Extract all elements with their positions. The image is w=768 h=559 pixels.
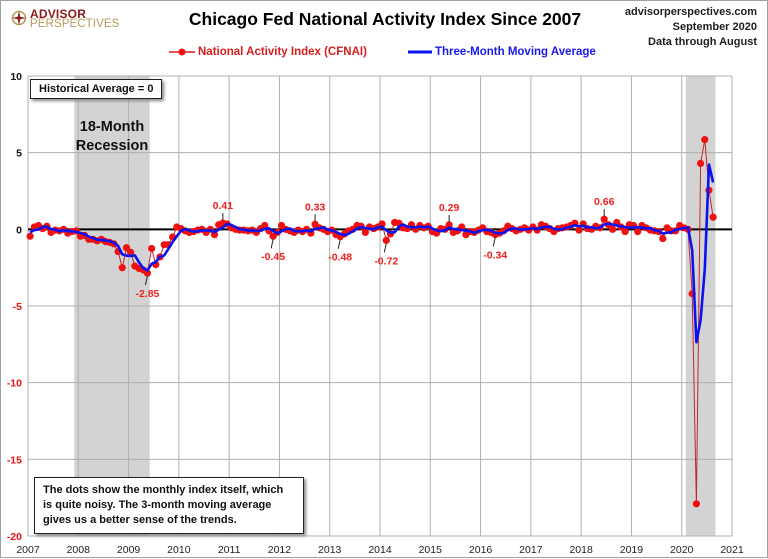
y-tick-label: 5 [16, 148, 22, 160]
x-tick-label: 2009 [117, 544, 141, 556]
x-tick-label: 2021 [720, 544, 744, 556]
point-label: -0.48 [328, 252, 352, 264]
x-tick-label: 2011 [218, 544, 241, 556]
cfnai-point [692, 500, 700, 508]
cfnai-point [127, 248, 135, 256]
x-tick-label: 2007 [16, 544, 40, 556]
source-date: September 2020 [672, 21, 757, 33]
chart-title: Chicago Fed National Activity Index Sinc… [188, 9, 582, 29]
point-label: 0.29 [439, 202, 460, 214]
legend-item-cfnai: National Activity Index (CFNAI) [169, 46, 367, 58]
point-label: -0.72 [374, 255, 398, 267]
moving-average-line [29, 163, 715, 344]
x-tick-label: 2018 [569, 544, 593, 556]
cfnai-point [143, 269, 152, 277]
y-tick-label: -10 [7, 378, 22, 390]
cfnai-point [210, 231, 219, 239]
source-data-through: Data through August [648, 36, 757, 48]
legend-item-moving-average: Three-Month Moving Average [408, 46, 596, 58]
cfnai-point [709, 213, 717, 221]
cfnai-point [701, 136, 709, 144]
moving-average-series [29, 163, 715, 344]
label-leader-line [337, 239, 341, 249]
y-tick-label: 0 [16, 224, 22, 236]
source-info: advisorperspectives.com September 2020 D… [625, 5, 757, 50]
point-label: -0.45 [261, 251, 285, 263]
label-leader-line [144, 275, 148, 286]
gridlines [27, 75, 733, 537]
cfnai-point [600, 215, 608, 223]
cfnai-point [261, 221, 269, 230]
x-tick-label: 2010 [167, 544, 191, 556]
label-leader-line [383, 243, 387, 253]
cfnai-point [118, 264, 126, 272]
y-tick-label: -5 [13, 301, 22, 313]
logo-text-bottom: PERSPECTIVES [30, 18, 120, 30]
advisor-perspectives-logo: ADVISOR PERSPECTIVES [9, 7, 119, 31]
cfnai-point [608, 225, 617, 233]
x-tick-label: 2012 [268, 544, 292, 556]
label-leader-line [492, 237, 496, 247]
point-label: 0.66 [594, 196, 615, 208]
point-label: -2.85 [135, 288, 159, 300]
legend-line-icon [408, 50, 432, 54]
cfnai-point [445, 221, 453, 229]
x-tick-label: 2017 [519, 544, 543, 556]
cfnai-point [122, 244, 131, 252]
cfnai-point [361, 228, 369, 236]
recession-label-line1: 18-Month [79, 119, 145, 135]
x-tick-label: 2013 [318, 544, 342, 556]
x-tick-label: 2008 [67, 544, 91, 556]
cfnai-point [659, 234, 667, 243]
y-tick-label: -15 [7, 454, 22, 466]
compass-icon [11, 10, 27, 26]
y-tick-label: -20 [7, 531, 22, 543]
cfnai-point [696, 159, 705, 167]
y-tick-label: 10 [10, 71, 22, 83]
cfnai-point [634, 228, 642, 236]
recession-label-line2: Recession [75, 138, 149, 154]
point-label: 0.33 [305, 201, 326, 213]
point-labels: -2.85 0.41 -0.45 0.33 -0.48 -0.72 0.29 -0.34 0.6… [135, 196, 614, 300]
cfnai-point [26, 232, 34, 240]
legend-marker-line-icon [169, 48, 195, 56]
label-leader-line [270, 239, 274, 249]
cfnai-point [621, 228, 629, 236]
x-tick-label: 2014 [368, 544, 392, 556]
historical-average-note: Historical Average = 0 [30, 79, 163, 99]
point-label: -0.34 [483, 250, 507, 262]
source-website: advisorperspectives.com [624, 6, 757, 18]
x-tick-label: 2015 [419, 544, 443, 556]
cfnai-point [148, 244, 156, 253]
x-tick-label: 2019 [620, 544, 644, 556]
x-tick-label: 2020 [670, 544, 694, 556]
x-tick-label: 2016 [469, 544, 493, 556]
legend-label-moving-average: Three-Month Moving Average [435, 46, 596, 58]
cfnai-point [382, 236, 390, 244]
cfnai-point [575, 226, 583, 234]
legend-label-cfnai: National Activity Index (CFNAI) [198, 46, 367, 58]
explanation-note: The dots show the monthly index itself, … [34, 477, 304, 534]
point-label: 0.41 [213, 200, 234, 212]
recession-label: 18-Month Recession [71, 118, 153, 156]
logo-text-top: ADVISOR [30, 7, 87, 21]
